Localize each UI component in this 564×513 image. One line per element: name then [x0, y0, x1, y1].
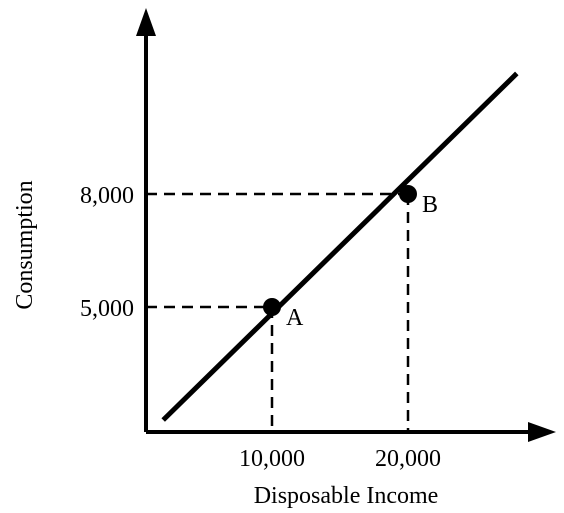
highlighted-points: AB	[263, 185, 438, 331]
axes	[136, 8, 556, 442]
y-axis-label: Consumption	[12, 180, 38, 309]
tick-labels: 10,000 20,000 5,000 8,000	[80, 183, 441, 472]
point-a-marker	[263, 298, 281, 316]
consumption-line	[161, 71, 519, 422]
y-tick-label: 5,000	[80, 296, 134, 322]
point-a-label: A	[286, 305, 304, 331]
point-b-label: B	[422, 192, 438, 218]
x-axis-arrowhead	[528, 422, 556, 442]
x-tick-label: 20,000	[375, 446, 441, 472]
y-axis-arrowhead	[136, 8, 156, 36]
y-tick-label: 8,000	[80, 183, 134, 209]
guide-lines	[146, 192, 410, 432]
point-b-marker	[399, 185, 417, 203]
x-axis-label: Disposable Income	[254, 483, 439, 509]
series-layer	[161, 71, 519, 422]
x-tick-label: 10,000	[239, 446, 305, 472]
